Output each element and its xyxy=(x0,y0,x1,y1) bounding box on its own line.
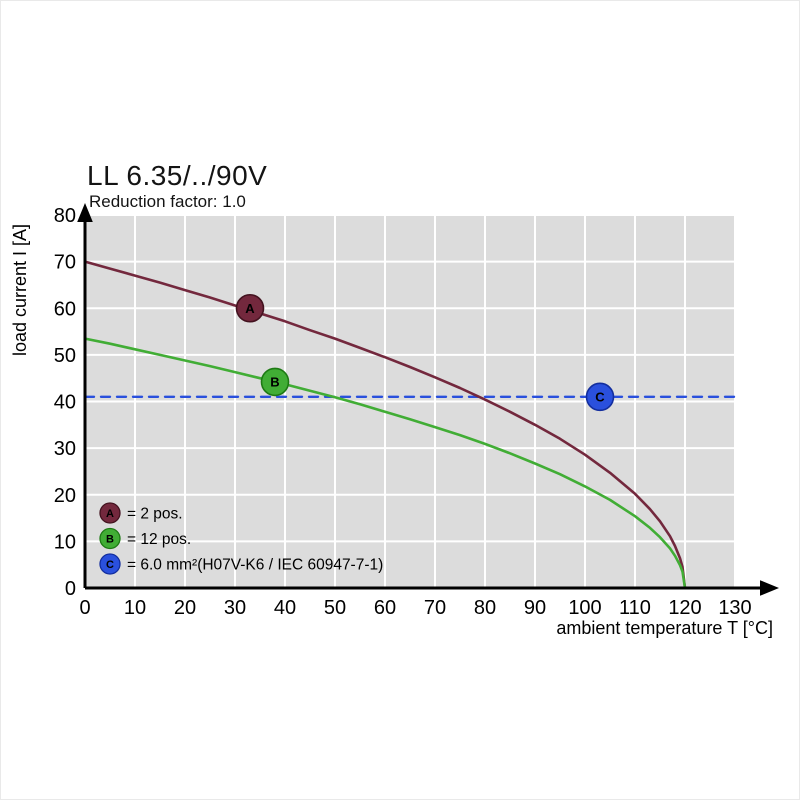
y-tick-label: 30 xyxy=(54,438,76,460)
marker-layer: A B C xyxy=(235,293,615,412)
marker-letter-C: C xyxy=(595,390,605,405)
legend-label-C: = 6.0 mm²(H07V-K6 / IEC 60947-7-1) xyxy=(127,557,383,574)
curve-B xyxy=(83,337,687,590)
x-tick-label: 110 xyxy=(619,597,651,619)
marker-letter-A: A xyxy=(245,301,255,316)
legend: A = 2 pos. B = 12 pos. C = 6.0 mm²(H07V-K6 / … xyxy=(99,502,383,575)
tick-label-layer: 0 10 20 30 40 50 60 70 80 0 10 20 30 40 50 60 70 80 90 100 1… xyxy=(54,205,752,619)
axes-layer xyxy=(77,203,779,596)
legend-swatch-C xyxy=(99,553,121,575)
legend-label-A: = 2 pos. xyxy=(127,506,183,523)
x-tick-label: 80 xyxy=(474,597,496,619)
x-tick-label: 20 xyxy=(174,597,196,619)
legend-swatch-letter-B: B xyxy=(106,534,114,546)
marker-A xyxy=(235,293,265,323)
x-tick-label: 0 xyxy=(79,597,90,619)
y-tick-label: 10 xyxy=(54,531,76,553)
legend-swatch-B xyxy=(99,527,121,550)
x-tick-label: 40 xyxy=(274,597,296,619)
x-axis-label: ambient temperature T [°C] xyxy=(556,618,773,638)
x-tick-label: 60 xyxy=(374,597,396,619)
legend-swatch-A xyxy=(99,502,121,524)
curve-A xyxy=(83,260,687,590)
x-tick-label: 30 xyxy=(224,597,246,619)
y-tick-label: 80 xyxy=(54,205,76,227)
marker-B xyxy=(260,367,290,397)
series-layer xyxy=(83,260,737,590)
chart-subtitle: Reduction factor: 1.0 xyxy=(89,192,246,211)
legend-swatch-letter-A: A xyxy=(106,508,114,520)
marker-letter-B: B xyxy=(270,375,279,390)
y-axis-label: load current I [A] xyxy=(10,224,30,356)
x-tick-label: 50 xyxy=(324,597,346,619)
y-tick-label: 0 xyxy=(65,578,76,600)
chart-title: LL 6.35/../90V xyxy=(87,160,268,191)
marker-C xyxy=(585,382,615,412)
x-tick-label: 100 xyxy=(568,597,601,619)
x-axis-arrow xyxy=(760,580,779,596)
y-tick-label: 40 xyxy=(54,392,76,414)
y-tick-label: 20 xyxy=(54,485,76,507)
legend-swatch-letter-C: C xyxy=(106,559,114,571)
y-tick-label: 70 xyxy=(54,252,76,274)
x-tick-label: 70 xyxy=(424,597,446,619)
axis-label-layer: load current I [A] ambient temperature T… xyxy=(10,224,773,638)
x-tick-label: 120 xyxy=(668,597,701,619)
y-axis-arrow xyxy=(77,203,93,222)
y-tick-label: 50 xyxy=(54,345,76,367)
x-tick-label: 10 xyxy=(124,597,146,619)
x-tick-label: 130 xyxy=(718,597,751,619)
y-tick-label: 60 xyxy=(54,298,76,320)
x-tick-label: 90 xyxy=(524,597,546,619)
legend-label-B: = 12 pos. xyxy=(127,531,191,548)
